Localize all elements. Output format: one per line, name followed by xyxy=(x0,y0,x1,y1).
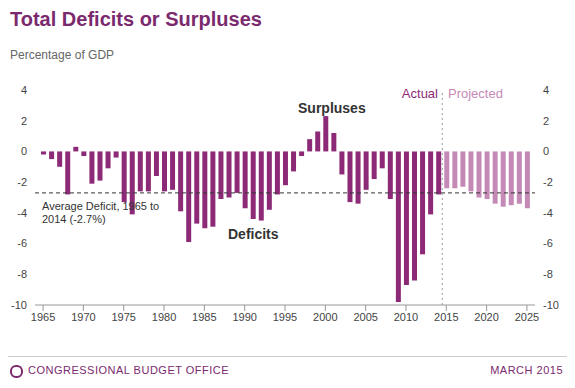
html-text:Surpluses: Surpluses xyxy=(298,100,366,116)
svg-text:4: 4 xyxy=(21,84,27,96)
svg-text:1985: 1985 xyxy=(192,311,216,323)
svg-text:2000: 2000 xyxy=(313,311,337,323)
svg-text:2025: 2025 xyxy=(515,311,539,323)
svg-text:4: 4 xyxy=(543,84,549,96)
html-text:Average Deficit, 1965 to 2014: Average Deficit, 1965 to 2014 (-2.7%) xyxy=(42,200,160,225)
svg-text:-6: -6 xyxy=(543,237,553,249)
svg-text:-10: -10 xyxy=(543,299,559,311)
svg-text:1965: 1965 xyxy=(31,311,55,323)
svg-text:1975: 1975 xyxy=(111,311,135,323)
html-text:Total Deficits or Surpluses: Total Deficits or Surpluses xyxy=(10,8,262,30)
html-text:Percentage of GDP: Percentage of GDP xyxy=(10,48,115,62)
svg-text:-2: -2 xyxy=(17,176,27,188)
html-text:Projected: Projected xyxy=(448,86,503,101)
svg-text:2020: 2020 xyxy=(474,311,498,323)
html-text:Deficits: Deficits xyxy=(228,226,279,242)
svg-text:1995: 1995 xyxy=(273,311,297,323)
html-text:CONGRESSIONAL BUDGET OFFICE: CONGRESSIONAL BUDGET OFFICE xyxy=(28,364,230,376)
html-text:Actual: Actual xyxy=(401,86,438,101)
svg-text:0: 0 xyxy=(543,145,549,157)
svg-text:0: 0 xyxy=(21,145,27,157)
svg-text:-2: -2 xyxy=(543,176,553,188)
svg-text:-8: -8 xyxy=(17,268,27,280)
svg-text:-4: -4 xyxy=(543,207,553,219)
svg-text:2010: 2010 xyxy=(394,311,418,323)
svg-text:1980: 1980 xyxy=(152,311,176,323)
html-text:MARCH 2015: MARCH 2015 xyxy=(490,364,563,376)
svg-text:-6: -6 xyxy=(17,237,27,249)
svg-text:2: 2 xyxy=(21,115,27,127)
svg-text:-4: -4 xyxy=(17,207,27,219)
svg-text:1990: 1990 xyxy=(232,311,256,323)
svg-text:-8: -8 xyxy=(543,268,553,280)
svg-text:2: 2 xyxy=(543,115,549,127)
svg-text:-10: -10 xyxy=(11,299,27,311)
svg-text:2005: 2005 xyxy=(353,311,377,323)
svg-text:1970: 1970 xyxy=(71,311,95,323)
svg-text:2015: 2015 xyxy=(434,311,458,323)
